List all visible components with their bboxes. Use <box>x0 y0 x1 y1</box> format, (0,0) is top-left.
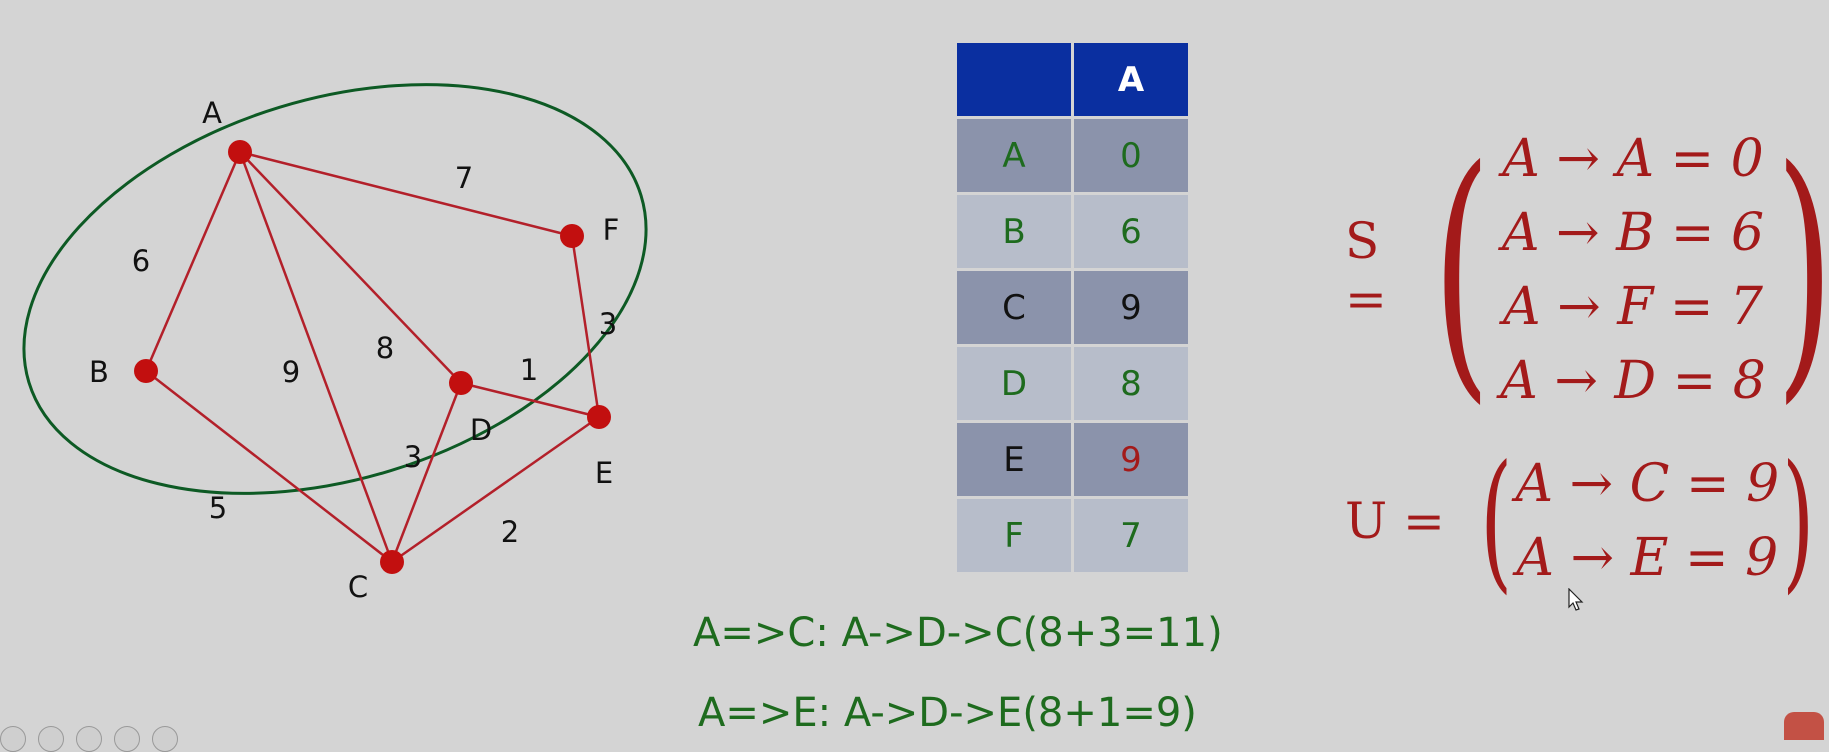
set-s-item: A → A = 0 <box>1502 129 1764 189</box>
set-s-name: S = <box>1345 212 1387 328</box>
node-label: A <box>202 96 222 130</box>
table-cell-distance: 0 <box>1074 119 1188 192</box>
table-cell-node: F <box>957 499 1071 572</box>
table-cell-node: A <box>957 119 1071 192</box>
node-d <box>449 371 473 395</box>
set-s-lines: A → A = 0 A → B = 6 A → F = 7 A → D = 8 <box>1500 122 1766 418</box>
edge-a-d <box>239 151 462 384</box>
set-u-left-paren: ( <box>1480 434 1513 608</box>
node-label: C <box>348 570 368 604</box>
set-u-item: A → E = 9 <box>1516 528 1779 588</box>
edge-d-e <box>460 381 600 419</box>
table-header-corner <box>957 43 1071 116</box>
set-s-item: A → B = 6 <box>1501 203 1765 263</box>
edge-f-e <box>570 235 601 418</box>
edge-a-f <box>239 150 573 238</box>
edge-a-b <box>144 151 242 372</box>
edge-a-c <box>238 151 394 563</box>
node-e <box>587 405 611 429</box>
edge-weight-label: 2 <box>501 515 519 549</box>
table-cell-distance: 7 <box>1074 499 1188 572</box>
table-cell-distance: 8 <box>1074 347 1188 420</box>
set-s: S = ( A → A = 0 A → B = 6 A → F = 7 A → … <box>1345 122 1829 418</box>
set-u-right-paren: ) <box>1782 434 1815 608</box>
edge-weight-label: 1 <box>520 353 538 387</box>
node-a <box>228 140 252 164</box>
node-label: D <box>470 413 492 447</box>
set-u-lines: A → C = 9 A → E = 9 <box>1515 447 1779 595</box>
edge-b-c <box>145 370 393 563</box>
table-header-row: A <box>957 43 1188 116</box>
set-s-item: A → D = 8 <box>1500 351 1766 411</box>
edge-weight-label: 3 <box>599 307 617 341</box>
set-s-left-paren: ( <box>1432 112 1491 427</box>
table-cell-node: D <box>957 347 1071 420</box>
mouse-cursor-icon <box>1568 588 1584 611</box>
set-u-name: U = <box>1345 492 1445 550</box>
edge-weight-label: 8 <box>376 331 394 365</box>
path-note-c: A=>C: A->D->C(8+3=11) <box>693 610 1223 656</box>
logo-icon <box>1784 712 1824 740</box>
zoom-icon[interactable] <box>114 726 140 752</box>
table-cell-node: B <box>957 195 1071 268</box>
edge-weight-label: 7 <box>455 161 473 195</box>
table-header-source: A <box>1074 43 1188 116</box>
grid-icon[interactable] <box>76 726 102 752</box>
edit-icon[interactable] <box>0 726 26 752</box>
visited-set-ellipse <box>22 83 648 495</box>
path-note-e: A=>E: A->D->E(8+1=9) <box>698 690 1197 736</box>
table-cell-distance: 9 <box>1074 271 1188 344</box>
player-controls <box>0 726 178 752</box>
edge-weight-label: 9 <box>282 355 300 389</box>
node-f <box>560 224 584 248</box>
weighted-graph: 6 7 9 8 3 1 3 5 2 A B C D E F <box>22 83 648 604</box>
set-u-item: A → C = 9 <box>1515 454 1780 514</box>
edge-c-e <box>391 415 600 564</box>
node-label: E <box>595 456 613 490</box>
table-cell-distance: 6 <box>1074 195 1188 268</box>
set-s-item: A → F = 7 <box>1503 277 1764 337</box>
edge-d-c <box>390 382 463 563</box>
node-label: F <box>603 213 620 247</box>
edge-weight-label: 5 <box>209 491 227 525</box>
edge-weight-label: 3 <box>404 440 422 474</box>
edge-weight-label: 6 <box>132 244 150 278</box>
table-cell-node: C <box>957 271 1071 344</box>
node-c <box>380 550 404 574</box>
table-cell-node: E <box>957 423 1071 496</box>
table-cell-distance: 9 <box>1074 423 1188 496</box>
pen-icon[interactable] <box>38 726 64 752</box>
node-b <box>134 359 158 383</box>
node-label: B <box>89 355 109 389</box>
set-s-right-paren: ) <box>1775 112 1829 427</box>
set-u: U = ( A → C = 9 A → E = 9 ) <box>1345 446 1828 596</box>
more-icon[interactable] <box>152 726 178 752</box>
